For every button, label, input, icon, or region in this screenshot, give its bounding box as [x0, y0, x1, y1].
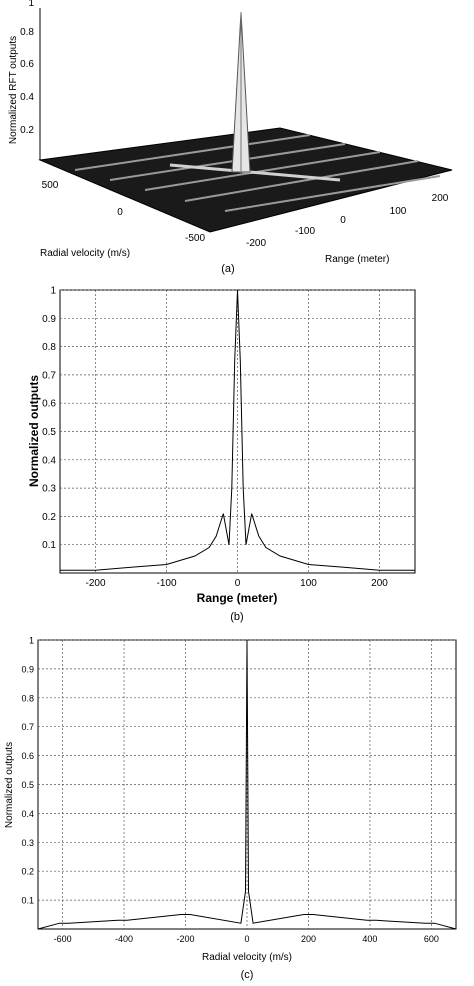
c-xtick-1: -400 — [115, 934, 133, 944]
c-ytick-2: 0.3 — [21, 838, 34, 848]
b-xtick-3: 100 — [300, 578, 317, 589]
c-ytick-0: 0.1 — [21, 896, 34, 906]
b-xtick-1: -100 — [156, 578, 176, 589]
c-xtick-5: 400 — [362, 934, 377, 944]
b-ytick-5: 0.6 — [42, 399, 56, 410]
b-xtick-0: -200 — [85, 578, 105, 589]
a-zlabel: Normalized RFT outputs — [8, 36, 19, 144]
b-ytick-1: 0.2 — [42, 512, 56, 523]
c-xtick-3: 0 — [244, 934, 249, 944]
b-ytick-0: 0.1 — [42, 540, 56, 551]
a-xtick-1: 500 — [42, 180, 59, 191]
a-ytick-2: -100 — [295, 226, 315, 237]
a-center-ridge — [169, 163, 341, 182]
panel-c: -600 -400 -200 0 200 400 600 0.1 0.2 0.3 0.4 0.5 0.6… — [4, 636, 457, 981]
c-xtick-0: -600 — [54, 934, 72, 944]
a-ztick-3: 0.6 — [20, 59, 34, 70]
b-ylabel: Normalized outputs — [27, 375, 41, 487]
a-xtick-2: 0 — [117, 207, 123, 218]
c-ticks: -600 -400 -200 0 200 400 600 0.1 0.2 0.3 0.4 0.5 0.6… — [21, 636, 438, 945]
b-ytick-8: 0.9 — [42, 314, 56, 325]
c-xlabel: Radial velocity (m/s) — [202, 952, 292, 963]
panel-a: Normalized RFT outputs 0.2 0.4 0.6 0.8 1… — [8, 0, 453, 275]
b-xtick-4: 200 — [371, 578, 388, 589]
c-ylabel: Normalized outputs — [4, 742, 15, 828]
a-ztick-4: 0.8 — [20, 27, 34, 38]
c-ytick-4: 0.5 — [21, 780, 34, 790]
a-ytick-5: 200 — [432, 193, 449, 204]
c-ytick-7: 0.8 — [21, 693, 34, 703]
a-ylabel: Range (meter) — [325, 254, 389, 265]
c-ytick-8: 0.9 — [21, 664, 34, 674]
c-xtick-4: 200 — [301, 934, 316, 944]
c-xtick-2: -200 — [177, 934, 195, 944]
a-surface-plane — [38, 127, 453, 233]
c-ytick-5: 0.6 — [21, 751, 34, 761]
c-ytick-9: 1 — [29, 636, 34, 646]
b-xtick-2: 0 — [235, 578, 241, 589]
c-ytick-3: 0.4 — [21, 809, 34, 819]
c-caption: (c) — [241, 969, 254, 981]
a-ztick-2: 0.4 — [20, 92, 34, 103]
c-ytick-6: 0.7 — [21, 722, 34, 732]
a-ztick-1: 0.2 — [20, 125, 34, 136]
b-ytick-6: 0.7 — [42, 370, 56, 381]
a-xlabel: Radial velocity (m/s) — [40, 248, 130, 259]
a-ytick-1: -200 — [246, 238, 266, 249]
a-ridge-stripes — [74, 134, 441, 212]
b-ytick-7: 0.8 — [42, 342, 56, 353]
b-ytick-2: 0.3 — [42, 484, 56, 495]
b-series-line — [60, 289, 415, 571]
b-ticks: -200 -100 0 100 200 0.1 0.2 0.3 0.4 0.5 0.6 0.7 0.8 0… — [42, 286, 388, 590]
a-xtick-3: -500 — [185, 233, 205, 244]
c-xtick-6: 600 — [424, 934, 439, 944]
b-ytick-9: 1 — [50, 286, 56, 297]
b-ytick-4: 0.5 — [42, 427, 56, 438]
c-grid — [38, 639, 456, 929]
b-ytick-3: 0.4 — [42, 455, 56, 466]
a-ztick-5: 1 — [28, 0, 34, 9]
panel-b: -200 -100 0 100 200 0.1 0.2 0.3 0.4 0.5 0.6 0.7 0.8 0… — [27, 286, 416, 623]
c-series-line — [37, 639, 457, 930]
a-ytick-4: 100 — [390, 206, 407, 217]
b-caption: (b) — [230, 611, 243, 623]
a-ytick-3: 0 — [340, 215, 346, 226]
c-ytick-1: 0.2 — [21, 867, 34, 877]
b-xlabel: Range (meter) — [197, 591, 278, 605]
a-caption: (a) — [221, 263, 234, 275]
